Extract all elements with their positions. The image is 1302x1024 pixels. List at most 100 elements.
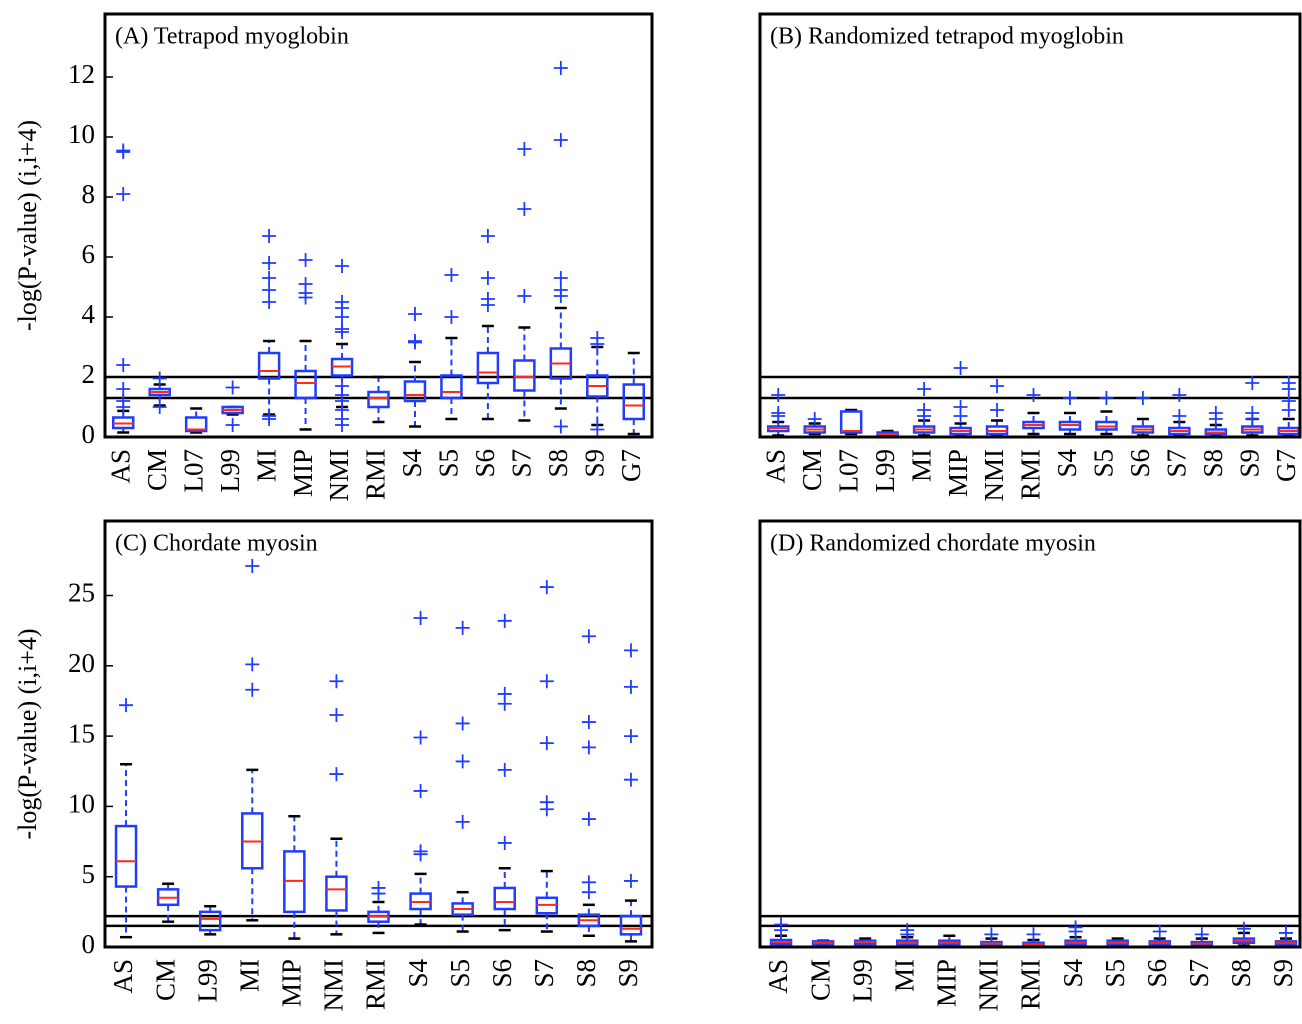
outlier [1172, 409, 1187, 423]
panel-title: (A) Tetrapod myoglobin [115, 24, 349, 50]
box [114, 824, 138, 888]
outlier [590, 337, 605, 351]
x-tick-label: S4 [397, 449, 427, 478]
outlier [623, 679, 638, 694]
outlier [152, 371, 167, 386]
outlier [590, 422, 605, 437]
outlier [771, 409, 786, 423]
outlier [539, 580, 554, 595]
outlier [1099, 391, 1114, 405]
outlier [455, 814, 470, 829]
outlier [455, 716, 470, 731]
box [476, 351, 500, 385]
outlier [298, 253, 313, 267]
outlier [444, 310, 459, 324]
y-tick-label: 6 [82, 239, 96, 269]
outlier [517, 202, 532, 216]
x-tick-label: MIP [932, 959, 962, 1007]
x-tick-label: MI [234, 959, 264, 992]
outlier [623, 643, 638, 658]
box [294, 369, 317, 400]
outlier [1062, 391, 1077, 405]
outlier [581, 740, 596, 755]
panel-title: (D) Randomized chordate myosin [770, 531, 1096, 557]
x-tick-label: RMI [1016, 959, 1046, 1010]
x-tick-label: MIP [277, 959, 307, 1007]
outlier [497, 835, 512, 850]
outlier [1026, 388, 1041, 402]
x-tick-label: S4 [1058, 959, 1088, 988]
frame [758, 519, 1302, 949]
x-tick-label: MIP [288, 449, 318, 497]
x-tick-label: CM [142, 449, 172, 491]
x-tick-label: S9 [1268, 959, 1298, 988]
outlier [262, 229, 277, 243]
x-tick-label: MI [251, 449, 281, 482]
box [257, 351, 281, 380]
outlier [539, 736, 554, 751]
x-tick-label: G7 [1271, 449, 1301, 482]
x-tick-label: S7 [1162, 449, 1192, 478]
x-tick-label: S7 [529, 959, 559, 988]
outlier [335, 310, 350, 324]
outlier [262, 295, 277, 309]
x-tick-label: L99 [192, 959, 222, 1003]
box [325, 875, 348, 912]
outlier [553, 133, 568, 147]
x-tick-label: S6 [1125, 449, 1155, 478]
outlier [480, 271, 495, 285]
y-tick-label: 8 [82, 179, 96, 209]
x-tick-label: S9 [613, 959, 643, 988]
outlier [497, 762, 512, 777]
x-tick-label: S5 [1089, 449, 1119, 478]
x-tick-label: S7 [507, 449, 537, 478]
outlier [553, 271, 568, 285]
outlier [539, 674, 554, 689]
outlier [413, 730, 428, 745]
y-tick-label: 0 [82, 419, 96, 449]
x-tick-label: CM [150, 959, 180, 1001]
outlier [771, 388, 786, 402]
outlier [497, 613, 512, 628]
x-tick-label: MI [889, 959, 919, 992]
outlier [335, 325, 350, 339]
outlier [1281, 403, 1296, 417]
outlier [1245, 376, 1260, 390]
outlier [1135, 391, 1150, 405]
x-tick-label: S8 [1226, 959, 1256, 988]
box [440, 374, 463, 400]
outlier [335, 418, 350, 432]
y-axis-label: -log(P-value) (i,i+4) [13, 628, 42, 839]
x-tick-label: AS [760, 449, 790, 484]
outlier [953, 361, 968, 375]
x-tick-label: S5 [1100, 959, 1130, 988]
outlier [116, 400, 131, 414]
outlier [413, 611, 428, 626]
x-tick-label: NMI [974, 959, 1004, 1012]
outlier [371, 886, 386, 901]
frame [103, 519, 654, 949]
x-tick-label: AS [763, 959, 793, 994]
y-tick-label: 10 [68, 789, 95, 819]
outlier [480, 298, 495, 312]
outlier [407, 307, 422, 321]
outlier [116, 382, 131, 396]
x-tick-label: S8 [543, 449, 573, 478]
outlier [329, 708, 344, 723]
outlier [990, 379, 1005, 393]
outlier [116, 358, 131, 372]
x-tick-label: CM [797, 449, 827, 491]
outlier [413, 847, 428, 862]
x-tick-label: RMI [361, 959, 391, 1010]
outlier [245, 657, 260, 672]
outlier [581, 629, 596, 644]
outlier [1208, 412, 1223, 426]
outlier [497, 696, 512, 711]
x-tick-label: S4 [1052, 449, 1082, 478]
outlier [329, 767, 344, 782]
outlier [455, 754, 470, 769]
outlier [245, 558, 260, 573]
outlier [1278, 925, 1293, 940]
outlier [990, 403, 1005, 417]
